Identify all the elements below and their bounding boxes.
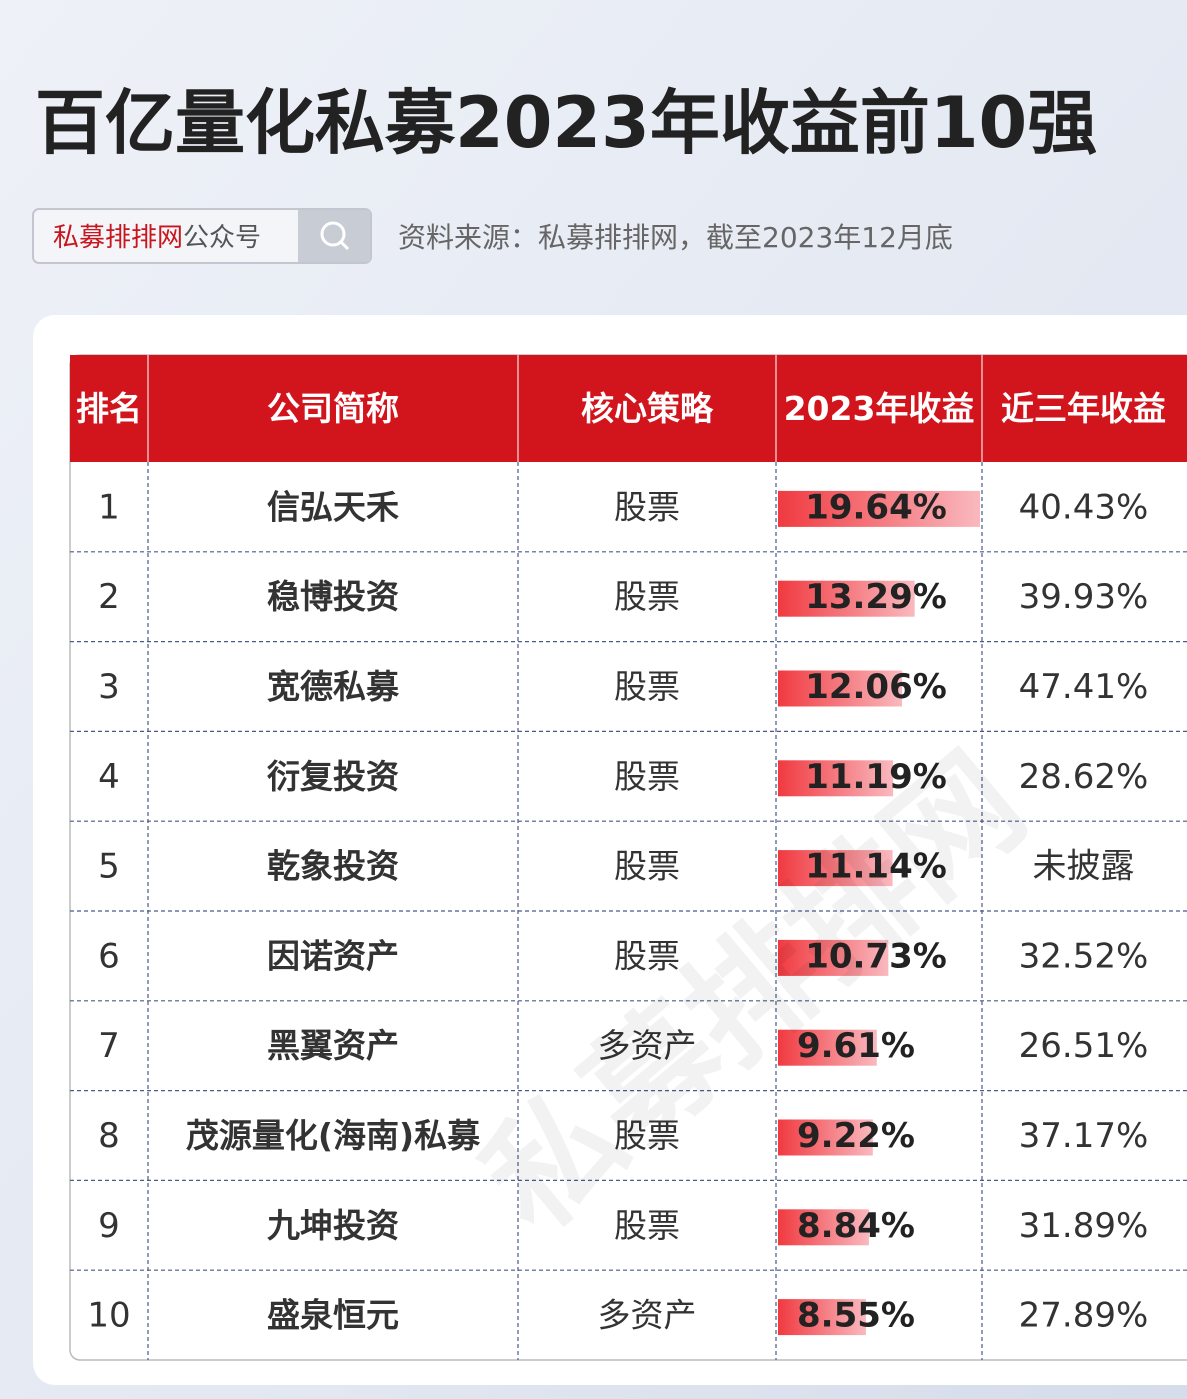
rank: 2 bbox=[98, 577, 120, 617]
strategy: 股票 bbox=[614, 847, 680, 886]
return-bar bbox=[778, 1119, 873, 1156]
return-bar bbox=[778, 1209, 869, 1246]
rank: 3 bbox=[98, 667, 120, 707]
company: 因诺资产 bbox=[267, 936, 399, 975]
rank: 5 bbox=[98, 847, 120, 887]
rank: 4 bbox=[98, 757, 120, 797]
return-bar bbox=[778, 760, 894, 797]
strategy: 股票 bbox=[614, 487, 680, 526]
return-bar bbox=[778, 670, 903, 707]
column-header: 公司简称 bbox=[267, 389, 399, 428]
return-bar bbox=[778, 1299, 866, 1336]
rank: 7 bbox=[98, 1026, 120, 1066]
company: 九坤投资 bbox=[267, 1206, 399, 1245]
return-3y: 32.52% bbox=[1019, 936, 1149, 976]
return-2023: 19.64% bbox=[805, 487, 947, 527]
column-header: 排名 bbox=[76, 389, 142, 428]
return-2023: 9.22% bbox=[797, 1116, 915, 1156]
return-2023: 11.19% bbox=[805, 757, 947, 797]
search-box[interactable]: 私募排排网公众号 bbox=[32, 208, 372, 264]
company: 乾象投资 bbox=[267, 847, 399, 886]
header-bg bbox=[70, 355, 1187, 462]
return-2023: 10.73% bbox=[805, 936, 947, 976]
company: 盛泉恒元 bbox=[267, 1296, 399, 1335]
return-2023: 11.14% bbox=[805, 847, 947, 887]
return-3y: 40.43% bbox=[1019, 487, 1149, 527]
return-3y: 39.93% bbox=[1019, 577, 1149, 617]
title: 百亿量化私募2023年收益前10强 bbox=[35, 82, 1097, 164]
company: 信弘天禾 bbox=[267, 487, 399, 526]
return-2023: 8.84% bbox=[797, 1206, 915, 1246]
strategy: 股票 bbox=[614, 757, 680, 796]
return-2023: 13.29% bbox=[805, 577, 947, 617]
column-header: 近三年收益 bbox=[1001, 389, 1166, 428]
company: 宽德私募 bbox=[267, 667, 400, 706]
strategy: 股票 bbox=[614, 1206, 680, 1245]
return-3y: 27.89% bbox=[1019, 1296, 1149, 1336]
source: 资料来源：私募排排网，截至2023年12月底 bbox=[398, 221, 953, 254]
return-3y: 28.62% bbox=[1019, 757, 1149, 797]
search-label: 私募排排网公众号 bbox=[53, 223, 261, 253]
return-bar bbox=[778, 580, 915, 617]
company: 黑翼资产 bbox=[267, 1026, 399, 1065]
search-brand: 私募排排网 bbox=[53, 223, 183, 253]
return-2023: 8.55% bbox=[797, 1296, 915, 1336]
return-3y: 31.89% bbox=[1019, 1206, 1149, 1246]
company: 茂源量化(海南)私募 bbox=[186, 1116, 481, 1155]
company: 衍复投资 bbox=[267, 757, 399, 796]
return-bar bbox=[778, 490, 980, 527]
search-suffix: 公众号 bbox=[183, 223, 261, 253]
return-3y: 未披露 bbox=[1033, 847, 1135, 887]
strategy: 股票 bbox=[614, 667, 680, 706]
return-3y: 37.17% bbox=[1019, 1116, 1149, 1156]
return-2023: 12.06% bbox=[805, 667, 947, 707]
strategy: 股票 bbox=[614, 1116, 680, 1155]
strategy: 股票 bbox=[614, 577, 680, 616]
rank: 10 bbox=[87, 1296, 130, 1336]
column-header: 核心策略 bbox=[581, 389, 714, 428]
rank: 9 bbox=[98, 1206, 120, 1246]
company: 稳博投资 bbox=[267, 577, 399, 616]
return-bar bbox=[778, 850, 893, 887]
rank: 1 bbox=[98, 487, 120, 527]
strategy: 多资产 bbox=[598, 1296, 697, 1335]
strategy: 多资产 bbox=[598, 1026, 697, 1065]
return-2023: 9.61% bbox=[797, 1026, 915, 1066]
return-3y: 47.41% bbox=[1019, 667, 1149, 707]
return-3y: 26.51% bbox=[1019, 1026, 1149, 1066]
rank: 6 bbox=[98, 936, 120, 976]
column-header: 2023年收益 bbox=[784, 389, 975, 428]
return-bar bbox=[778, 1029, 877, 1066]
rank: 8 bbox=[98, 1116, 120, 1156]
return-bar bbox=[778, 939, 889, 976]
strategy: 股票 bbox=[614, 936, 680, 975]
